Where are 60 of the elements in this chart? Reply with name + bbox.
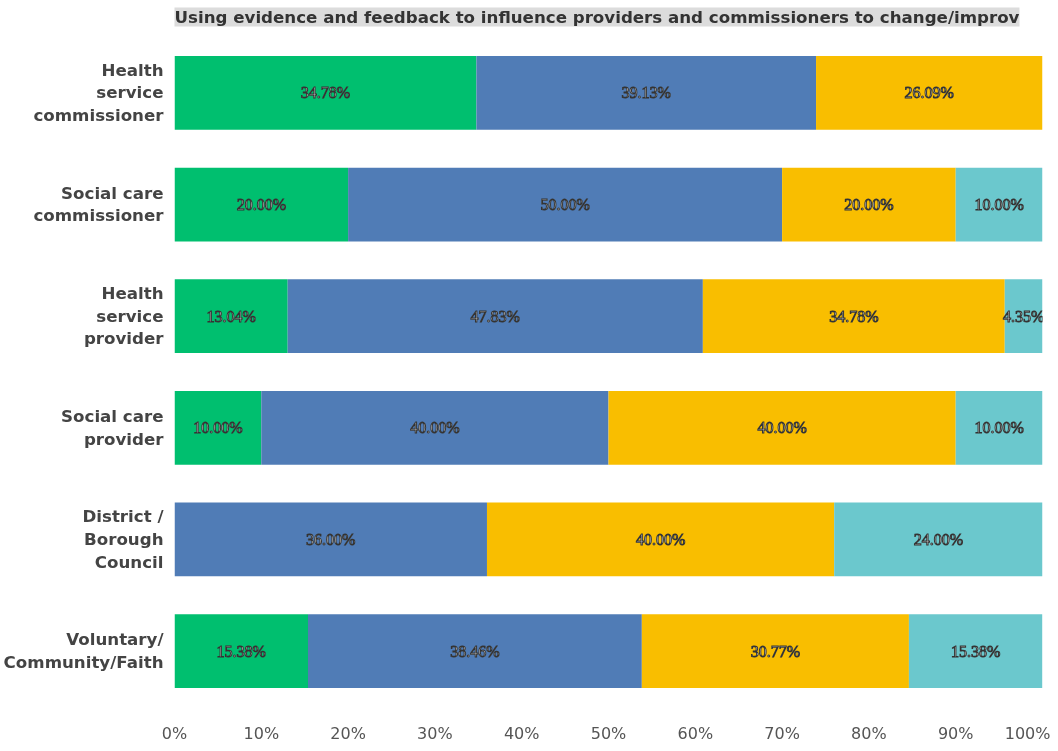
- data-label: 30.77%: [750, 642, 801, 660]
- data-label: 24.00%: [913, 530, 963, 548]
- data-label: 20.00%: [844, 196, 894, 214]
- bar: [174, 56, 477, 130]
- data-label: 39.13%: [621, 84, 671, 102]
- bar: [174, 614, 308, 688]
- y-tick-label: Health service commissioner: [33, 60, 165, 126]
- y-tick-label: Social care commissioner: [33, 183, 165, 226]
- data-label: 34.78%: [829, 307, 879, 325]
- data-label: 34.78%: [300, 84, 351, 102]
- bar: [834, 502, 1043, 577]
- data-label: 26.09%: [904, 84, 954, 102]
- data-label: 13.04%: [206, 307, 256, 325]
- data-label: 10.00%: [974, 196, 1024, 214]
- x-tick-label: 40%: [503, 723, 540, 743]
- bar: [287, 279, 703, 354]
- bar: [955, 167, 1043, 242]
- bar: [261, 390, 609, 465]
- bar: [816, 56, 1043, 130]
- data-label: 10.00%: [193, 419, 243, 437]
- y-tick-label: Voluntary/Community/Faith: [3, 630, 165, 672]
- x-tick-label: 0%: [161, 723, 188, 743]
- data-label: 40.00%: [410, 419, 460, 437]
- x-tick-label: 50%: [590, 723, 627, 743]
- chart-title: Using evidence and feedback to influence providers and commissioners to change/improv: [174, 7, 1020, 27]
- bar: [908, 614, 1043, 688]
- x-tick-label: 20%: [330, 723, 366, 743]
- data-label: 40.00%: [757, 419, 807, 437]
- x-tick-label: 70%: [764, 723, 800, 743]
- bar: [174, 167, 349, 242]
- x-tick-label: 80%: [851, 723, 887, 743]
- bar: [702, 279, 1005, 354]
- bar: [476, 56, 817, 130]
- data-label: 38.46%: [450, 642, 500, 660]
- data-label: 36.00%: [306, 530, 356, 548]
- bar: [782, 167, 956, 242]
- data-label: 15.38%: [951, 642, 1001, 660]
- y-tick-label: District / Borough Council: [82, 507, 165, 572]
- data-label: 15.38%: [216, 642, 266, 660]
- x-tick-label: 100%: [1004, 723, 1051, 743]
- x-tick-label: 60%: [677, 723, 714, 743]
- bar: [486, 502, 835, 577]
- data-label: 20.00%: [236, 196, 286, 214]
- data-label: 50.00%: [540, 196, 590, 214]
- y-tick-label: Health service provider: [83, 283, 165, 349]
- x-tick-label: 30%: [417, 723, 453, 743]
- bar: [641, 614, 909, 688]
- bar: [348, 167, 783, 242]
- bar: [308, 614, 642, 688]
- data-label: 47.83%: [470, 307, 520, 325]
- bar: [174, 502, 487, 577]
- bar: [174, 279, 288, 354]
- x-tick-label: 90%: [937, 723, 974, 743]
- bar: [174, 390, 262, 465]
- bar: [608, 390, 956, 465]
- data-label: 10.00%: [974, 419, 1024, 437]
- x-tick-label: 10%: [243, 723, 280, 743]
- data-label: 40.00%: [635, 530, 686, 548]
- y-tick-label: Social care provider: [61, 406, 165, 449]
- bar: [955, 390, 1043, 465]
